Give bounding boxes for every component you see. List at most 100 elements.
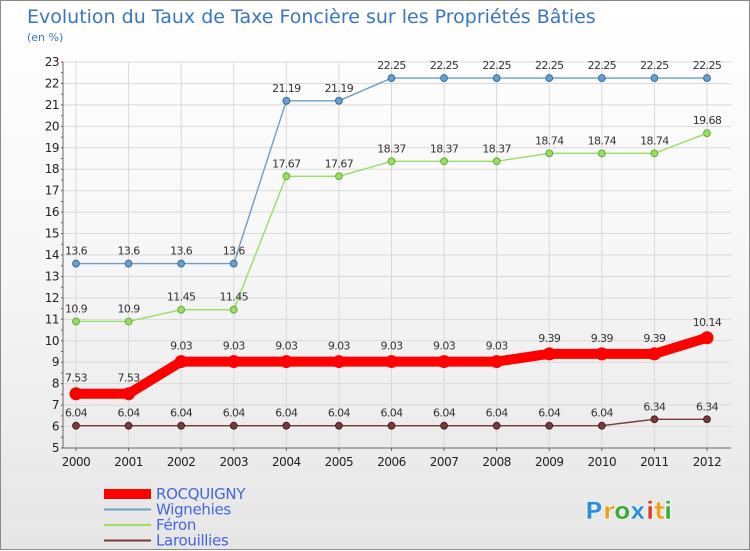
data-label: 10.9: [118, 302, 141, 315]
data-point: [545, 149, 554, 158]
x-tick-label: 2001: [114, 455, 143, 469]
y-tick-label: 18: [45, 162, 59, 176]
logo-letter: t: [654, 497, 665, 525]
data-label: 22.25: [693, 59, 722, 72]
data-point: [545, 421, 554, 430]
y-tick-label: 6: [52, 420, 59, 434]
data-point: [282, 172, 291, 181]
x-tick-label: 2009: [535, 455, 564, 469]
data-labels: 6.04 6.04 6.04 6.04 6.04 6.04 6.04 6.04 6.04 6.04…: [65, 59, 722, 420]
data-label: 13.6: [223, 245, 246, 258]
data-point: [597, 149, 606, 158]
data-label: 22.25: [482, 59, 511, 72]
data-label: 13.6: [65, 245, 88, 258]
data-point: [492, 157, 501, 166]
data-point: [650, 149, 659, 158]
x-tick-label: 2008: [482, 455, 511, 469]
data-point: [597, 421, 606, 430]
data-point: [703, 74, 711, 82]
data-point: [703, 415, 711, 424]
data-point: [387, 74, 396, 82]
data-point: [229, 421, 238, 430]
logo-letter: i: [664, 497, 672, 525]
data-label: 10.9: [65, 302, 88, 315]
data-point: [124, 421, 133, 430]
series-layer: [69, 74, 714, 430]
logo-letter: x: [630, 497, 646, 525]
data-label: 18.74: [640, 134, 669, 147]
data-label: 7.53: [65, 372, 88, 385]
data-label: 19.68: [693, 114, 722, 127]
data-point: [387, 157, 396, 166]
data-label: 17.67: [325, 157, 354, 170]
data-point: [124, 259, 133, 268]
data-point: [595, 347, 609, 361]
data-label: 13.6: [118, 245, 141, 258]
data-point: [72, 259, 80, 268]
data-label: 6.04: [380, 407, 403, 420]
data-point: [437, 355, 451, 369]
logo-letter: o: [614, 497, 631, 525]
data-point: [177, 305, 186, 314]
axes: 5 6 7 8 9 10 11 12 13 14 15 16 17 18 19 20 21 22 23 2000 200…: [45, 55, 731, 469]
data-point: [335, 421, 343, 430]
y-tick-label: 23: [45, 55, 59, 69]
x-tick-label: 2011: [640, 455, 669, 469]
data-point: [647, 347, 661, 361]
data-point: [385, 355, 398, 369]
data-point: [492, 421, 501, 430]
data-point: [387, 421, 396, 430]
data-label: 22.25: [588, 59, 617, 72]
x-tick-label: 2005: [325, 455, 354, 469]
data-point: [177, 421, 186, 430]
data-point: [440, 74, 448, 82]
data-point: [650, 74, 659, 82]
y-tick-label: 13: [45, 269, 59, 283]
data-label: 6.04: [65, 407, 88, 420]
grid: [63, 61, 731, 449]
data-point: [332, 355, 346, 369]
data-point: [227, 355, 241, 369]
data-label: 6.04: [170, 407, 193, 420]
data-label: 21.19: [272, 82, 301, 95]
chart-subtitle: (en %): [27, 31, 63, 44]
y-tick-label: 14: [45, 248, 59, 262]
legend-label: Wignehies: [156, 501, 231, 519]
legend-label: ROCQUIGNY: [156, 485, 246, 503]
data-label: 22.25: [430, 59, 459, 72]
data-label: 18.74: [535, 134, 564, 147]
data-label: 22.25: [535, 59, 564, 72]
y-tick-label: 7: [52, 398, 59, 412]
data-label: 6.34: [643, 400, 666, 413]
x-tick-label: 2010: [588, 455, 617, 469]
data-label: 22.25: [377, 59, 406, 72]
data-point: [440, 157, 448, 166]
y-tick-label: 22: [45, 76, 59, 90]
legend-label: Larouillies: [156, 532, 229, 550]
data-label: 9.03: [486, 340, 509, 353]
data-label: 18.37: [377, 142, 406, 155]
y-tick-label: 8: [52, 377, 59, 391]
data-label: 18.37: [430, 142, 459, 155]
data-point: [69, 387, 83, 401]
data-label: 13.6: [170, 245, 193, 258]
data-label: 22.25: [640, 59, 669, 72]
y-tick-label: 17: [45, 184, 59, 198]
y-tick-label: 19: [45, 141, 59, 155]
data-label: 6.34: [696, 400, 719, 413]
data-point: [703, 129, 711, 138]
data-label: 21.19: [325, 82, 354, 95]
x-tick-label: 2003: [219, 455, 248, 469]
data-label: 6.04: [486, 407, 509, 420]
data-label: 6.04: [328, 407, 351, 420]
data-point: [177, 259, 186, 268]
y-tick-label: 9: [52, 355, 59, 369]
data-point: [72, 421, 80, 430]
logo-letter: i: [646, 497, 654, 525]
data-point: [282, 96, 291, 105]
x-tick-label: 2002: [167, 455, 196, 469]
data-label: 9.39: [538, 332, 561, 345]
data-point: [229, 259, 238, 268]
